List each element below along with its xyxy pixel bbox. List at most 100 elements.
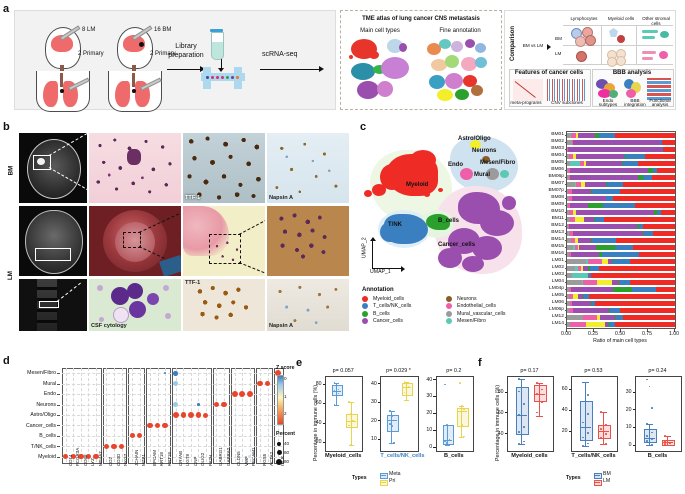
barchart-segment	[570, 174, 639, 181]
barchart-segment	[573, 153, 576, 160]
boxplot-datapoint	[463, 408, 465, 411]
barchart-x-tickmark	[620, 329, 621, 332]
boxplot-datapoint	[582, 400, 584, 403]
boxplot-datapoint	[407, 386, 410, 388]
barchart-segment	[586, 160, 623, 167]
barchart-segment	[583, 265, 588, 272]
barchart-y-tick	[564, 162, 567, 164]
boxplot-pvalue: p= 0.17	[520, 368, 539, 374]
umap-label-bcells: B_cells	[438, 218, 460, 224]
barchart-sample-label: LM01	[551, 257, 564, 263]
dotplot-dot	[203, 412, 209, 418]
legend-item-label: Mesen/Fibro	[457, 318, 486, 325]
barchart-segment	[567, 279, 583, 286]
dotplot-celltype-label: Mesen/Fibro	[27, 370, 56, 377]
legend-item-label: Myeloid_cells	[373, 296, 405, 302]
legend-item-mural-vascular-cells[interactable]: Mural_vascular_cells	[446, 310, 532, 317]
boxplot-legend-swatch[interactable]	[594, 473, 602, 479]
boxplot-datapoint	[520, 436, 523, 439]
histology-lm-mri	[18, 205, 88, 277]
barchart-segment	[613, 195, 675, 202]
boxplot-whisker-cap	[600, 443, 607, 445]
dotplot-celltype-labels: Mesen/Fibro Mural Endo Neurons Astro/Oligo Ca…	[12, 368, 60, 462]
legend-item-neurons[interactable]: Neurons	[446, 296, 532, 302]
comparison-grid-h1	[563, 25, 673, 26]
patient-lm-diagram	[29, 25, 99, 112]
boxplot-datapoint	[587, 413, 589, 415]
barchart-segment	[575, 181, 582, 188]
boxplot-whisker-cap	[333, 405, 340, 407]
barchart-x-ticks: 0.00 0.25 0.50 0.75 1.00	[561, 329, 679, 339]
barchart-segment	[577, 237, 591, 244]
boxplot-y-tick	[568, 430, 571, 432]
dotplot-hgrid	[62, 456, 282, 458]
boxplot-y-ticklabel: 30	[371, 399, 377, 406]
dotplot-gene-label: CLDN5	[236, 451, 242, 466]
barchart-segment	[600, 314, 615, 321]
percent-dot-80	[276, 459, 282, 465]
arrow-down-line	[221, 59, 222, 69]
dotplot-celltype-label: Neurons	[36, 401, 56, 408]
barchart-sample-label: LM04	[551, 278, 564, 284]
legend-item-t-cells-nk-cells[interactable]: T_cells/NK_cells	[362, 303, 444, 310]
boxplot-y-tick	[632, 427, 635, 428]
barchart-segment	[619, 307, 675, 314]
barchart-segment	[567, 167, 569, 174]
barchart-segment	[594, 216, 596, 223]
legend-item-cancer-cells[interactable]: Cancer_cells	[362, 318, 444, 325]
boxplot-y-ticklabel: 30	[625, 389, 632, 396]
library-prep-label-line2: preparation	[168, 52, 204, 59]
legend-item-endothelial-cells[interactable]: Endothelial_cells	[446, 303, 532, 310]
boxplot-datapoint	[520, 397, 523, 399]
boxplot-y-ticklabel: 10	[371, 436, 377, 443]
dotplot-dot	[111, 443, 117, 449]
legend-item-b-cells[interactable]: B_cells	[362, 310, 444, 317]
barchart-segment	[578, 244, 597, 251]
dotplot-gene-label: EPCAM	[151, 449, 157, 466]
barchart-y-tick	[564, 204, 567, 206]
dotplot-gene-label: JCHAIN	[133, 449, 139, 466]
boxplot-whisker	[350, 402, 352, 446]
boxplot-legend-swatch[interactable]	[380, 473, 388, 479]
barchart-segment	[642, 230, 644, 237]
cell-icon-myeloid-6	[616, 56, 626, 66]
boxplot-whisker-cap	[582, 382, 589, 384]
histology-label-ttf1-bm: TTF-1	[185, 195, 201, 201]
dotplot-dot	[63, 454, 69, 460]
boxplot-datapoint	[666, 438, 669, 441]
umap-label-endo: Endo	[448, 162, 463, 168]
umap-cluster-neurons	[482, 156, 490, 163]
barchart-y-tick	[564, 281, 567, 283]
legend-item-label: Neurons	[457, 296, 477, 302]
barchart-sample-labels: BM01 BM02 BM03 BM04 BM05 BM06 BM06p BM07 BM07p BM…	[536, 131, 567, 327]
boxplot-datapoint	[352, 419, 355, 422]
barchart-segment	[629, 258, 675, 265]
barchart-segment	[590, 272, 675, 279]
boxplot-legend-swatch[interactable]	[594, 480, 602, 486]
boxplot-legend-label: BM	[603, 471, 611, 477]
barchart-segment	[588, 272, 591, 279]
barchart-segment	[612, 279, 619, 286]
bbb-integration-label-2: integration	[624, 102, 646, 107]
bbb-integration-label-1: BBB	[630, 98, 640, 103]
barchart-segment	[623, 181, 675, 188]
panel-b-row-label-lm: LM	[6, 271, 14, 280]
barchart-y-tick	[564, 169, 567, 171]
barchart-segment	[591, 188, 620, 195]
cell-ratio-barchart: BM01 BM02 BM03 BM04 BM05 BM06 BM06p BM07 BM07p BM…	[536, 131, 684, 344]
dotplot-gene-label: GABRG1	[218, 447, 224, 466]
boxplot-y-ticklabel: 10	[426, 427, 433, 434]
barchart-segment	[581, 181, 586, 188]
boxplot-median	[457, 411, 467, 413]
legend-item-mesen-fibro[interactable]: Mesen/Fibro	[446, 318, 532, 325]
boxplot-legend-label: LM	[603, 478, 611, 484]
boxplot-datapoint	[651, 431, 653, 434]
boxplot-datapoint	[536, 382, 538, 385]
legend-item-myeloid-cells[interactable]: Myeloid_cells	[362, 296, 444, 302]
umap-label-neurons: Neurons	[472, 148, 497, 154]
panel-e-subplots: p= 0.057 20 40 60 80 Myeloid_cells p= 0.029 * 1…	[312, 368, 474, 459]
boxplot-group-label: Myeloid_cells	[325, 453, 362, 459]
boxplot-datapoint	[523, 440, 525, 443]
dotplot-y-tick	[57, 415, 60, 416]
boxplot-legend-swatch[interactable]	[380, 480, 388, 486]
